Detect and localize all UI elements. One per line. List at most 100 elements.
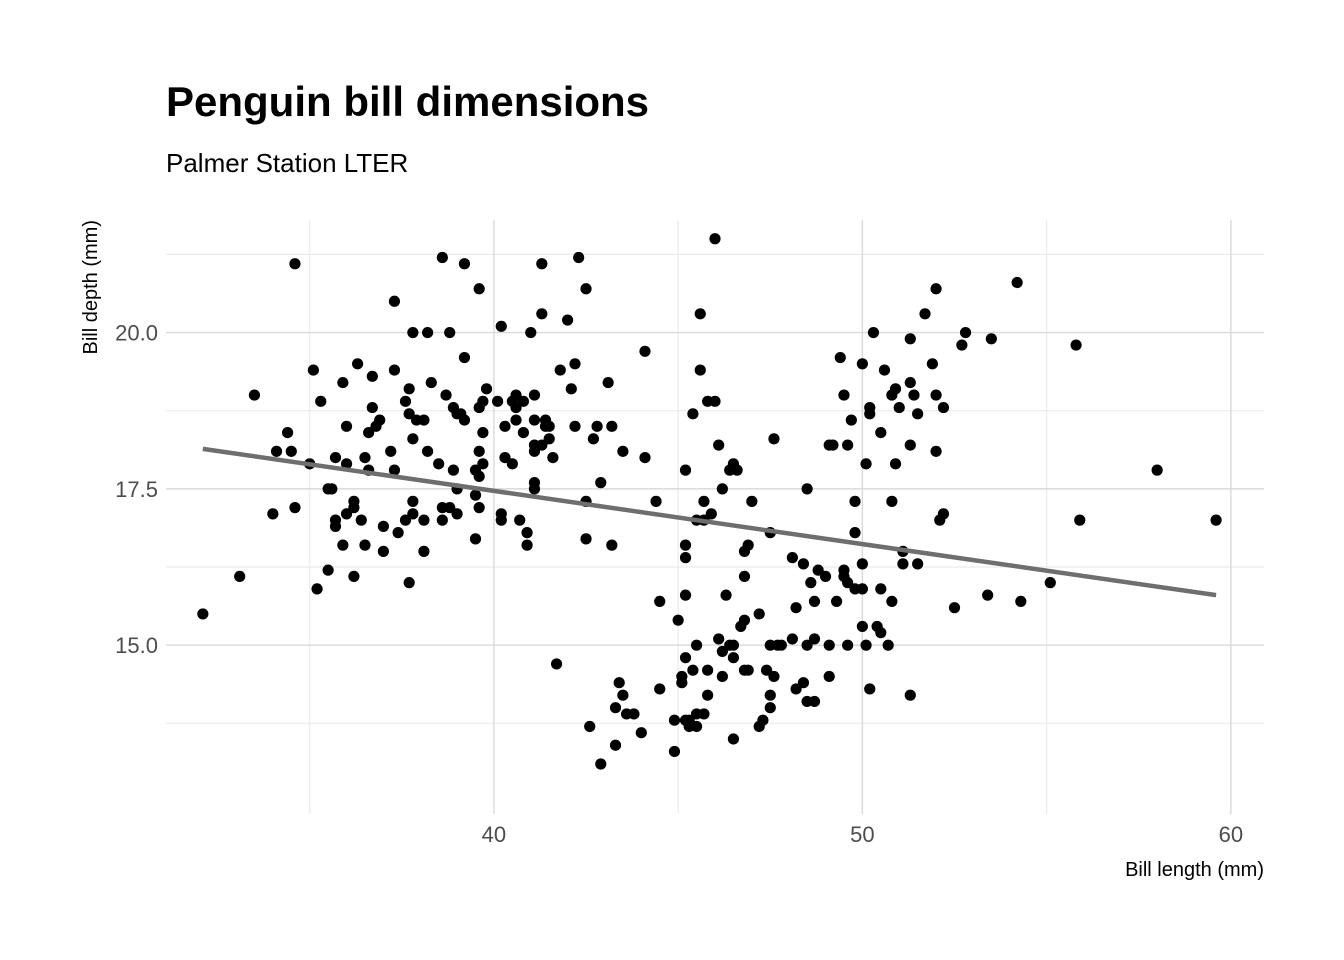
data-point bbox=[679, 589, 692, 601]
data-point bbox=[635, 727, 647, 739]
data-point bbox=[469, 533, 482, 545]
data-point bbox=[267, 508, 279, 520]
data-point bbox=[937, 508, 950, 520]
data-point bbox=[473, 445, 485, 457]
trend-line bbox=[202, 446, 1217, 598]
data-point bbox=[808, 595, 821, 608]
data-point bbox=[536, 308, 548, 320]
data-point bbox=[407, 326, 419, 339]
data-point bbox=[912, 408, 924, 420]
data-point bbox=[580, 283, 592, 295]
data-point bbox=[377, 545, 389, 557]
data-point bbox=[930, 283, 942, 295]
data-point bbox=[668, 714, 681, 726]
data-point bbox=[834, 351, 846, 364]
data-point bbox=[565, 383, 577, 395]
axis-ticks: 40 50 60 15.0 17.5 20.0 bbox=[115, 321, 1243, 847]
data-point bbox=[886, 595, 898, 608]
data-point bbox=[904, 376, 916, 389]
data-point bbox=[234, 570, 246, 583]
data-point bbox=[716, 645, 728, 658]
data-point bbox=[904, 689, 916, 701]
data-point bbox=[525, 326, 537, 339]
data-point bbox=[690, 639, 703, 651]
data-point bbox=[948, 602, 961, 614]
data-point bbox=[473, 470, 485, 482]
data-point bbox=[823, 639, 835, 651]
data-point bbox=[937, 401, 950, 414]
data-point bbox=[617, 445, 629, 457]
data-point bbox=[440, 389, 452, 401]
data-point bbox=[801, 639, 813, 651]
data-point bbox=[407, 495, 419, 507]
data-point bbox=[727, 639, 740, 651]
data-point bbox=[492, 395, 504, 407]
data-point bbox=[889, 383, 902, 395]
data-point bbox=[930, 389, 942, 401]
data-point bbox=[912, 558, 924, 570]
data-point bbox=[285, 445, 297, 457]
data-point bbox=[289, 258, 301, 270]
data-point bbox=[322, 564, 334, 576]
data-point bbox=[340, 420, 353, 432]
data-point bbox=[447, 464, 459, 476]
data-point bbox=[956, 339, 968, 351]
data-point bbox=[351, 358, 364, 370]
data-point bbox=[856, 620, 868, 633]
data-point bbox=[679, 552, 692, 564]
data-point bbox=[550, 658, 563, 670]
data-point bbox=[348, 502, 360, 514]
data-point bbox=[830, 595, 843, 608]
data-point bbox=[606, 420, 618, 432]
data-point bbox=[543, 420, 555, 432]
data-point bbox=[573, 251, 585, 264]
data-point bbox=[458, 414, 471, 426]
data-point bbox=[672, 614, 684, 626]
data-point bbox=[477, 458, 489, 470]
data-point bbox=[363, 426, 375, 439]
data-point bbox=[528, 445, 541, 457]
data-point bbox=[856, 583, 868, 595]
data-point bbox=[385, 445, 397, 457]
data-point bbox=[499, 420, 511, 432]
y-tick-label: 20.0 bbox=[115, 321, 158, 346]
data-point bbox=[399, 514, 412, 526]
data-point bbox=[1044, 577, 1056, 589]
data-point bbox=[528, 414, 541, 426]
data-point bbox=[1151, 464, 1163, 476]
data-point bbox=[727, 652, 740, 664]
data-point bbox=[801, 483, 813, 495]
data-point bbox=[355, 514, 367, 526]
data-point bbox=[875, 583, 887, 595]
data-point bbox=[757, 714, 769, 726]
data-point bbox=[418, 414, 430, 426]
data-point bbox=[407, 433, 419, 445]
data-point bbox=[359, 539, 371, 551]
data-point bbox=[514, 514, 526, 526]
data-point bbox=[786, 552, 798, 564]
data-point bbox=[436, 251, 448, 264]
data-point bbox=[359, 452, 371, 464]
data-point bbox=[606, 539, 618, 551]
data-point bbox=[495, 508, 507, 520]
data-point bbox=[775, 639, 787, 651]
data-point bbox=[864, 683, 876, 695]
data-point bbox=[1070, 339, 1082, 351]
data-point bbox=[374, 414, 386, 426]
data-point bbox=[654, 683, 666, 695]
data-point bbox=[797, 558, 810, 570]
data-point bbox=[315, 395, 327, 407]
x-axis-title: Bill length (mm) bbox=[1125, 859, 1264, 881]
data-point bbox=[388, 295, 401, 307]
x-tick-label: 40 bbox=[482, 822, 506, 847]
data-point bbox=[403, 408, 415, 420]
data-point bbox=[904, 333, 916, 345]
data-point bbox=[889, 458, 902, 470]
data-point bbox=[856, 358, 868, 370]
data-point bbox=[340, 508, 353, 520]
data-point bbox=[713, 439, 725, 451]
data-point bbox=[860, 458, 872, 470]
data-point bbox=[444, 502, 456, 514]
data-point bbox=[760, 664, 773, 676]
